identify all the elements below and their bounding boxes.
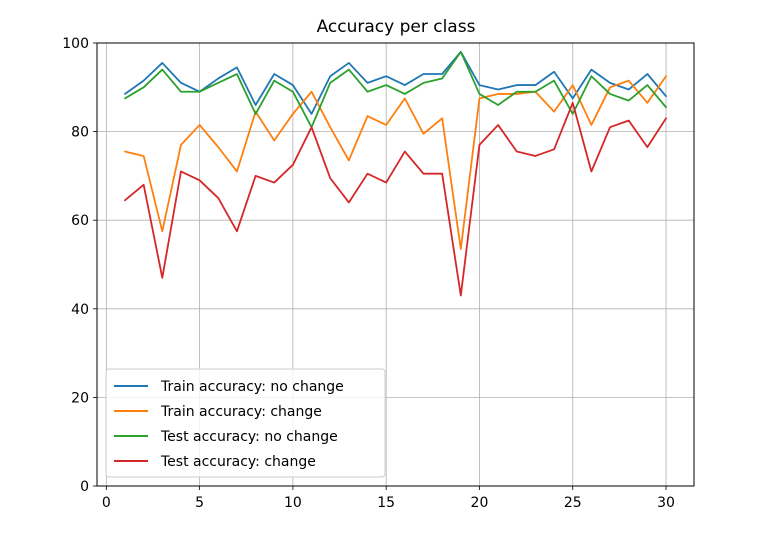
y-tick-label: 40 bbox=[71, 302, 89, 318]
series-line-2 bbox=[124, 75, 667, 250]
chart-title: Accuracy per class bbox=[317, 17, 476, 37]
series-lines bbox=[124, 50, 667, 297]
series-line-4 bbox=[124, 101, 667, 297]
legend-label-2: Train accuracy: change bbox=[160, 404, 322, 420]
y-tick-label: 60 bbox=[71, 213, 89, 229]
x-tick-label: 20 bbox=[471, 495, 489, 511]
plot-area-frame bbox=[96, 42, 695, 487]
legend-box bbox=[105, 368, 386, 478]
legend-label-1: Train accuracy: no change bbox=[160, 379, 344, 395]
series-line-1 bbox=[124, 50, 667, 115]
x-tick-label: 0 bbox=[102, 495, 111, 511]
x-tick-label: 15 bbox=[377, 495, 395, 511]
legend-label-4: Test accuracy: change bbox=[160, 454, 316, 470]
series-line-3 bbox=[124, 50, 667, 129]
y-tick-label: 100 bbox=[62, 36, 89, 52]
axis-ticks: 0 5 10 15 20 25 30 0 20 40 60 80 100 bbox=[62, 36, 675, 511]
x-tick-label: 30 bbox=[657, 495, 675, 511]
x-tick-label: 25 bbox=[564, 495, 582, 511]
y-tick-label: 80 bbox=[71, 125, 89, 141]
legend-label-3: Test accuracy: no change bbox=[160, 429, 338, 445]
y-tick-label: 20 bbox=[71, 390, 89, 406]
x-tick-label: 5 bbox=[195, 495, 204, 511]
legend: Train accuracy: no change Train accuracy:… bbox=[105, 368, 386, 478]
y-tick-label: 0 bbox=[80, 479, 89, 495]
x-tick-label: 10 bbox=[284, 495, 302, 511]
